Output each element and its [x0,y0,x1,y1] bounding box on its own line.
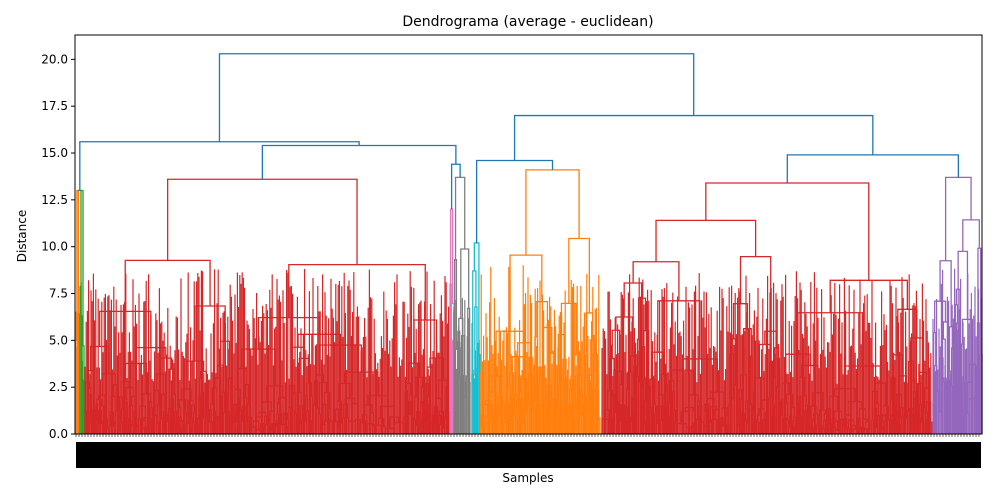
dendrogram-link [939,260,952,327]
dendrogram-link [513,114,874,161]
leaf-fill [84,268,450,434]
dendrogram-link [954,304,959,384]
x-axis-label: Samples [502,471,553,485]
dendrogram-link [632,261,680,301]
plot-area [75,53,983,434]
dendrogram-link [655,219,757,262]
dendrogram-root-link [218,53,695,142]
dendrogram-link [472,270,477,376]
y-tick-label: 10.0 [41,240,68,254]
dendrogram-link [261,144,457,180]
y-tick-label: 2.5 [49,380,68,394]
dendrogram-link [829,279,909,313]
dendrogram-link [786,154,959,183]
leaf-fill [79,281,85,434]
y-tick-label: 0.0 [49,427,68,441]
leaf-fill [453,298,471,434]
y-axis: 0.0 2.5 5.0 7.5 10.0 12.5 15.0 17.5 20.0 [41,52,75,441]
dendrogram-link [933,331,937,404]
y-tick-label: 7.5 [49,287,68,301]
y-tick-label: 20.0 [41,52,68,66]
chart-title: Dendrograma (average - euclidean) [402,14,653,30]
dendrogram-link [705,182,870,281]
y-tick-label: 12.5 [41,193,68,207]
dendrogram-link [288,263,426,321]
dendrogram-link [79,141,360,191]
leaf-fill [471,322,480,434]
dendrogram-link [934,300,947,333]
dendrogram-link [460,248,470,319]
x-axis [75,434,981,468]
dendrogram-link [568,237,591,313]
dendrogram-link [454,176,466,260]
dendrogram-link [167,178,358,265]
x-leaf-labels-band [75,434,981,468]
dendrogram-link [944,176,972,261]
dendrogram-link [473,242,480,355]
leaf-fill [75,311,80,434]
leaf-fill [932,268,982,434]
leaf-fill [479,265,600,434]
leaf-fill [601,271,932,434]
y-tick-label: 15.0 [41,146,68,160]
y-tick-label: 5.0 [49,333,68,347]
dendrogram-link [450,163,461,210]
plot-frame [74,34,983,435]
dendrogram-link [475,159,554,243]
dendrogram-link [962,219,980,252]
y-axis-label: Distance [15,210,29,262]
y-tick-label: 17.5 [41,99,68,113]
dendrogram-link [525,169,580,256]
